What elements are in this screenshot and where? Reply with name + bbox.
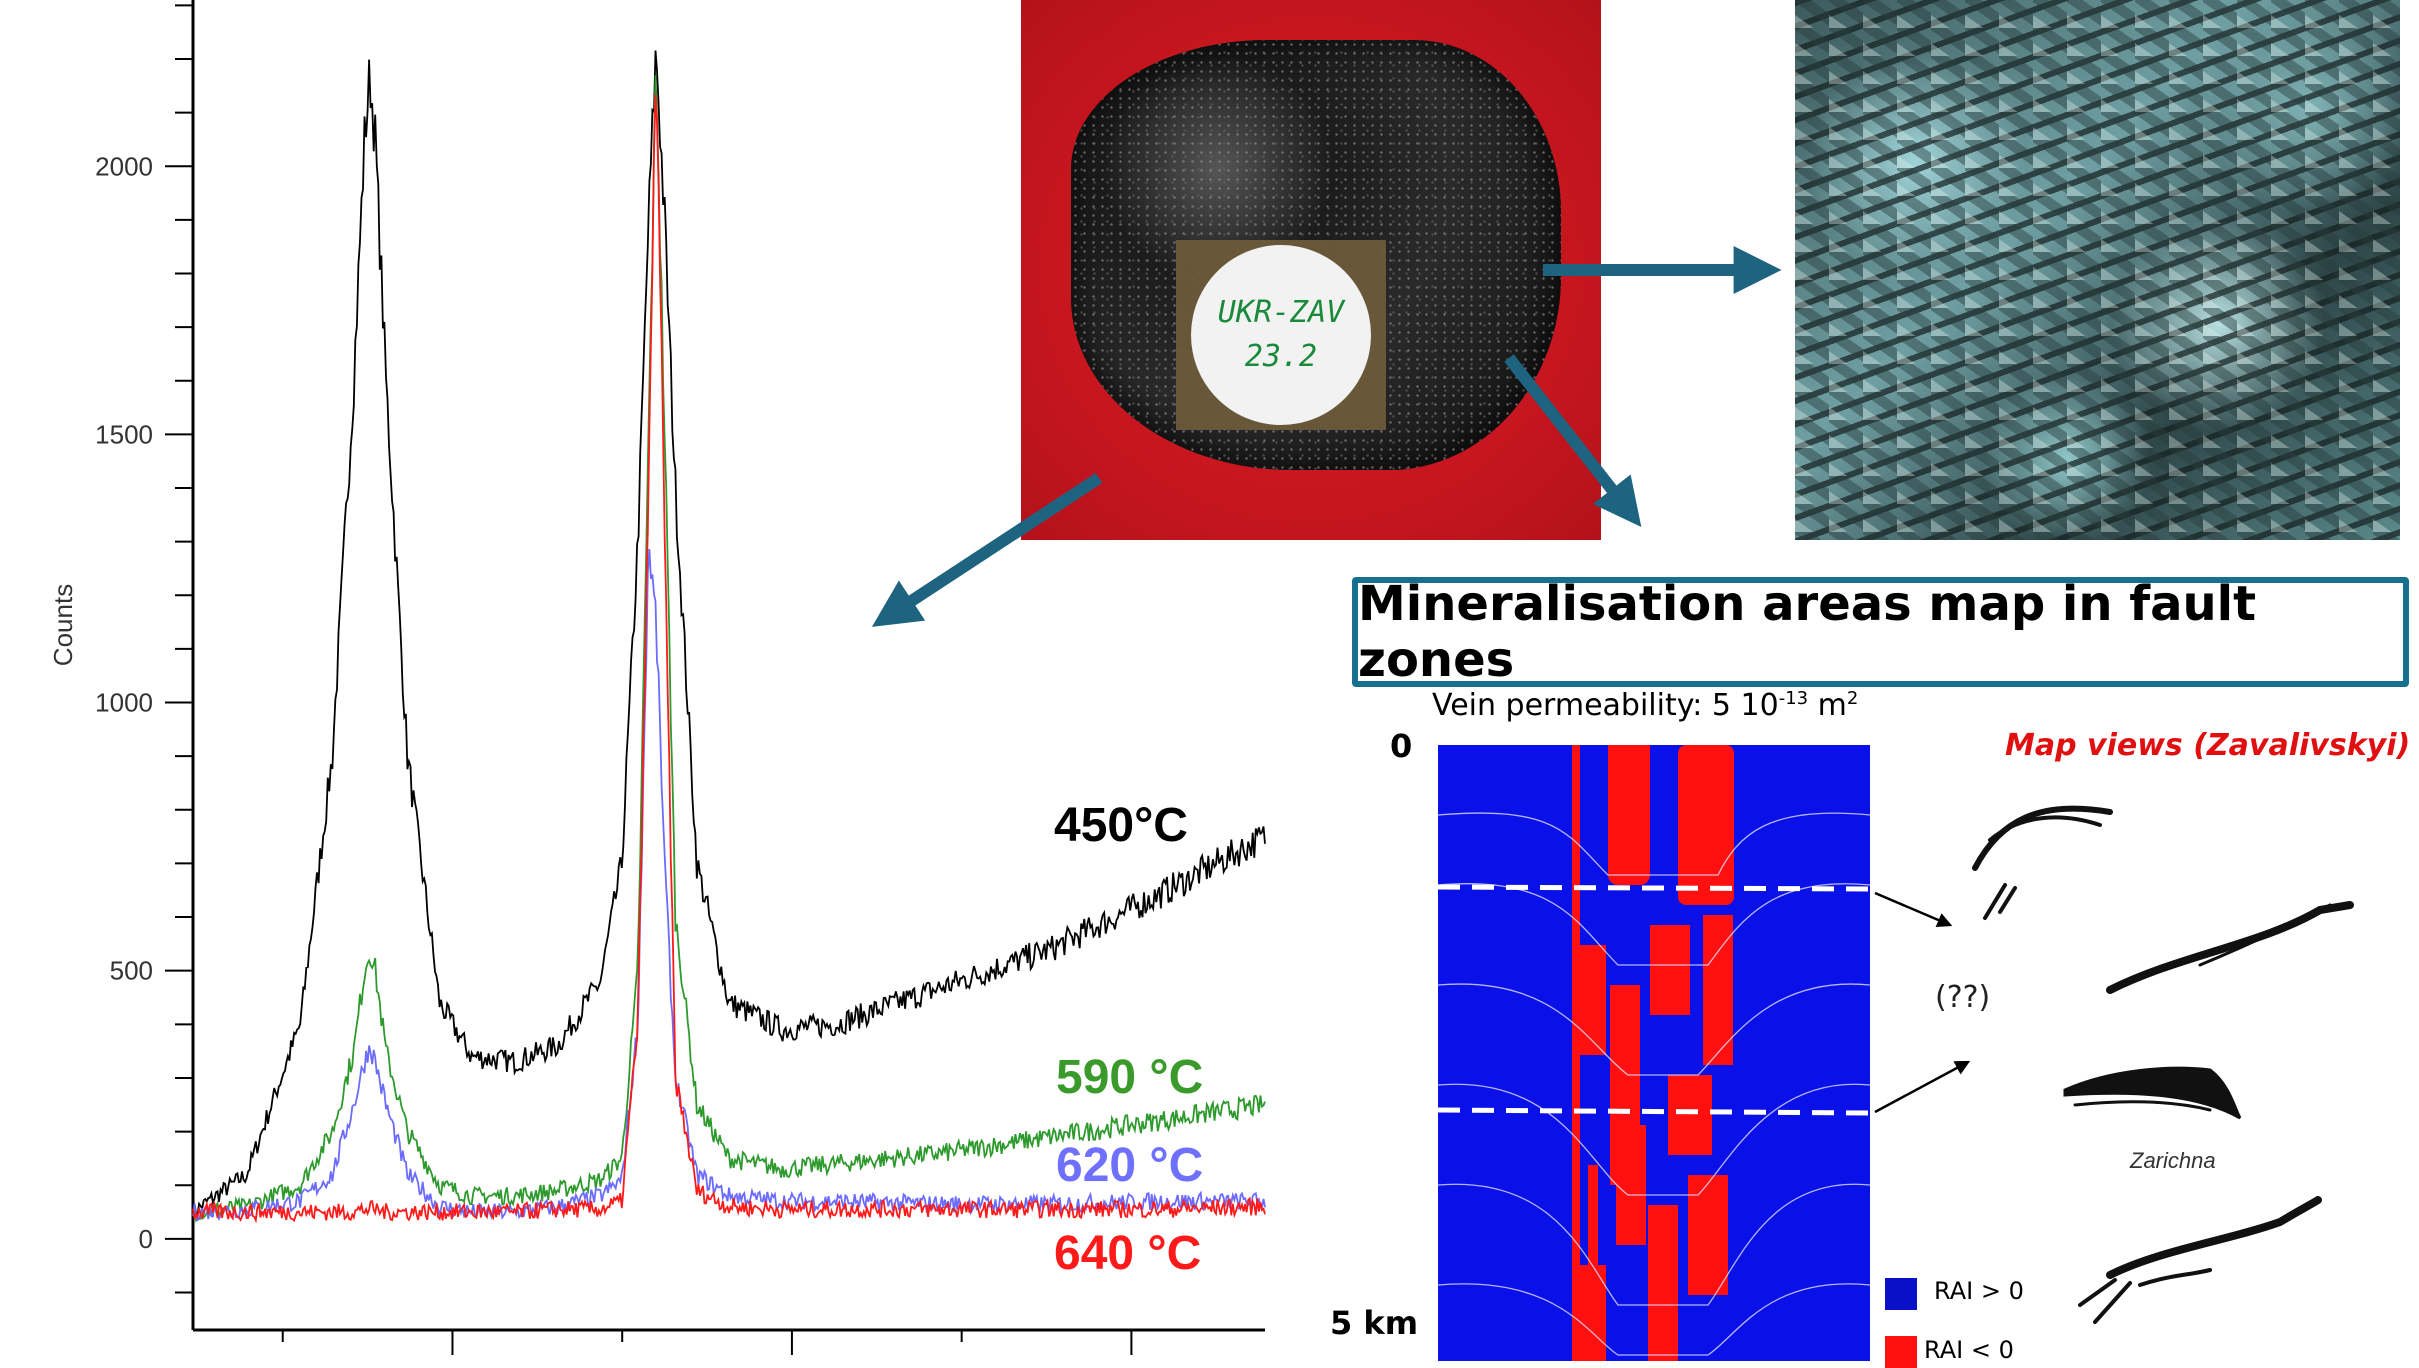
legend-label-rai-negative: RAI < 0 <box>1924 1336 2014 1364</box>
y-tick-label: 0 <box>139 1224 153 1254</box>
series-line-640 <box>192 94 1266 1224</box>
xrd-spectrum-chart: 0 500 1000 1500 2000 Counts <box>48 0 1266 1355</box>
sample-label-line2: 23.2 <box>1244 339 1318 374</box>
thin-section-micrograph <box>1795 0 2400 540</box>
series-line-450 <box>192 50 1266 1221</box>
legend-swatch-rai-positive <box>1885 1278 1917 1310</box>
vein-map-sketches <box>1972 805 2354 1324</box>
series-label-590: 590 °C <box>1056 1051 1204 1104</box>
arrow-to-map-icon <box>1504 354 1642 528</box>
y-tick-label: 1500 <box>95 419 153 449</box>
chart-axes <box>165 0 1265 1355</box>
arrow-to-spectrum-icon <box>871 472 1103 627</box>
legend-swatch-rai-negative <box>1885 1336 1917 1368</box>
series-label-620: 620 °C <box>1056 1139 1204 1192</box>
unknown-marker: (??) <box>1935 980 1991 1015</box>
map-views-title: Map views (Zavalivskyi) <box>2005 728 2411 763</box>
pointer-arrow-icon <box>1874 1060 1971 1114</box>
series-label-450: 450°C <box>1054 799 1188 852</box>
zarichna-label: Zarichna <box>2130 1148 2216 1173</box>
vein-permeability: Vein permeability: 5 10-13 m2 <box>1432 688 1859 723</box>
series-label-640: 640 °C <box>1054 1227 1202 1280</box>
depth-bottom-label: 5 km <box>1330 1304 1419 1342</box>
streamlines <box>1438 812 1870 1356</box>
series-line-590 <box>192 75 1266 1223</box>
sample-label-line1: UKR-ZAV <box>1217 295 1345 330</box>
section-title: Mineralisation areas map in fault zones <box>1352 576 2409 688</box>
y-tick-label: 500 <box>110 956 153 986</box>
rock-sample-photo: UKR-ZAV 23.2 <box>1021 0 1601 540</box>
y-tick-label: 2000 <box>95 151 153 181</box>
legend-label-rai-positive: RAI > 0 <box>1934 1277 2024 1305</box>
depth-top-label: 0 <box>1390 727 1413 765</box>
rai-model-section <box>1438 745 1870 1361</box>
y-tick-label: 1000 <box>95 688 153 718</box>
pointer-arrow-icon <box>1874 891 1953 927</box>
series-lines <box>192 50 1266 1224</box>
sample-label: UKR-ZAV 23.2 <box>1191 245 1371 425</box>
y-tick-labels: 0 500 1000 1500 2000 <box>95 151 153 1254</box>
y-axis-label: Counts <box>48 584 78 666</box>
